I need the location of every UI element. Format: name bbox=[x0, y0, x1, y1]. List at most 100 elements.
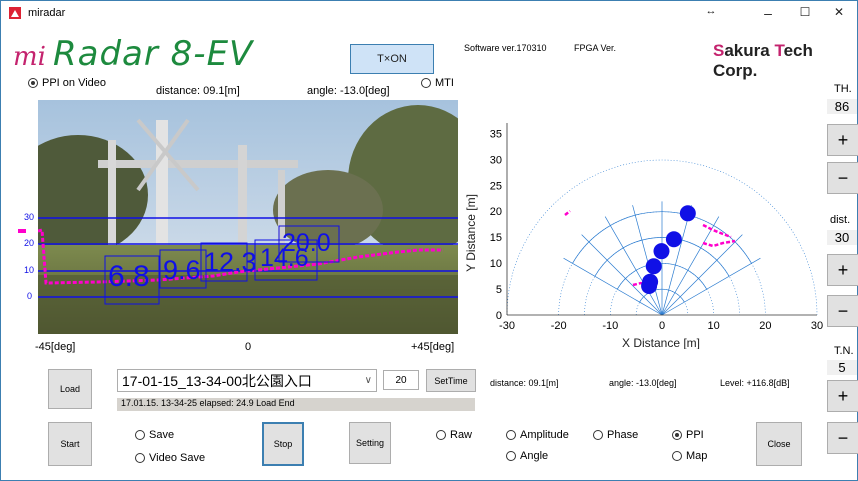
video-angle: angle: -13.0[deg] bbox=[307, 85, 390, 97]
mti-label: MTI bbox=[435, 77, 454, 89]
ppi-ylabel: Y Distance [m] bbox=[465, 194, 478, 272]
ppi-ytick-label: 0 bbox=[496, 310, 502, 322]
ppi-target-point bbox=[679, 205, 696, 222]
readout-distance: distance: 09.1[m] bbox=[490, 378, 559, 388]
radio-unselected-icon bbox=[135, 453, 145, 463]
detection-box bbox=[200, 242, 248, 282]
tn-value: 5 bbox=[827, 360, 857, 375]
dist-plus-button[interactable]: + bbox=[827, 254, 858, 286]
dist-value: 30 bbox=[827, 230, 857, 245]
ppi-xlabel: X Distance [m] bbox=[622, 336, 700, 349]
dist-minus-button[interactable]: − bbox=[827, 295, 858, 327]
ppi-ytick-label: 15 bbox=[490, 232, 502, 244]
close-window-button[interactable]: ✕ bbox=[833, 5, 845, 19]
radio-unselected-icon bbox=[421, 78, 431, 88]
ppi-xtick-label: -20 bbox=[551, 320, 567, 332]
ppi-ytick-label: 5 bbox=[496, 284, 502, 296]
raw-radio[interactable]: Raw bbox=[436, 429, 472, 441]
ppi-target-point bbox=[641, 277, 658, 294]
angle-radio[interactable]: Angle bbox=[506, 450, 548, 462]
ppi-ytick-label: 10 bbox=[490, 258, 502, 270]
ppi-on-video-label: PPI on Video bbox=[42, 77, 107, 89]
video-grid bbox=[38, 217, 458, 298]
th-plus-button[interactable]: + bbox=[827, 124, 858, 156]
stop-button[interactable]: Stop bbox=[262, 422, 304, 466]
detection-label: 14.6 bbox=[260, 244, 309, 272]
ppi-ytick-label: 35 bbox=[490, 128, 502, 140]
ppi-on-video-radio[interactable]: PPI on Video bbox=[28, 77, 106, 89]
phase-label: Phase bbox=[607, 429, 639, 441]
readout-level: Level: +116.8[dB] bbox=[720, 378, 790, 388]
th-minus-button[interactable]: − bbox=[827, 162, 858, 194]
detection-box bbox=[278, 225, 340, 263]
mti-radio[interactable]: MTI bbox=[421, 77, 454, 89]
raw-label: Raw bbox=[450, 429, 473, 441]
chevron-down-icon: ∨ bbox=[364, 375, 372, 386]
detection-label: 20.0 bbox=[282, 229, 331, 257]
ppi-radio[interactable]: PPI bbox=[672, 429, 704, 441]
tn-plus-button[interactable]: + bbox=[827, 380, 858, 412]
radio-unselected-icon bbox=[506, 451, 516, 461]
video-x-center: 0 bbox=[245, 341, 252, 353]
close-button[interactable]: Close bbox=[756, 422, 802, 466]
tn-minus-button[interactable]: − bbox=[827, 422, 858, 454]
video-x-right: +45[deg] bbox=[411, 341, 455, 353]
maximize-button[interactable]: ☐ bbox=[799, 5, 811, 19]
company-name-rest: akura bbox=[724, 41, 775, 60]
file-select[interactable]: 17-01-15_13-34-00北公園入口 ∨ bbox=[117, 369, 377, 392]
title-bar: miradar ↔ – ☐ ✕ bbox=[1, 1, 857, 27]
app-icon bbox=[9, 7, 21, 19]
load-button[interactable]: Load bbox=[48, 369, 92, 409]
ppi-y-ticks: 35 30 25 20 15 10 5 0 bbox=[490, 128, 502, 322]
company-logo: Sakura Tech Corp. bbox=[713, 41, 813, 80]
frames-input[interactable]: 20 bbox=[383, 370, 419, 390]
video-scene bbox=[38, 100, 458, 334]
setting-button[interactable]: Setting bbox=[349, 422, 391, 464]
detection-label: 12.3 bbox=[204, 247, 257, 277]
dist-label: dist. bbox=[830, 214, 851, 226]
angle-label: Angle bbox=[520, 450, 549, 462]
ppi-xtick-label: 20 bbox=[759, 320, 771, 332]
video-panel: 6.8 9.6 12.3 14.6 20.0 bbox=[38, 100, 458, 334]
detection-box bbox=[104, 255, 160, 305]
status-bar: 17.01.15. 13-34-25 elapsed: 24.9 Load En… bbox=[117, 398, 475, 411]
video-trail bbox=[38, 228, 443, 285]
video-ytick: 10 bbox=[24, 265, 35, 275]
ppi-xtick-label: -10 bbox=[602, 320, 618, 332]
radio-unselected-icon bbox=[135, 430, 145, 440]
th-value: 86 bbox=[827, 99, 857, 114]
ppi-label: PPI bbox=[686, 429, 704, 441]
video-save-radio[interactable]: Video Save bbox=[135, 452, 205, 464]
th-label: TH. bbox=[834, 83, 852, 95]
ppi-ytick-label: 20 bbox=[490, 206, 502, 218]
settime-button[interactable]: SetTime bbox=[426, 369, 476, 392]
brand-title: Radar 8-EV bbox=[53, 34, 254, 74]
save-radio[interactable]: Save bbox=[135, 429, 174, 441]
video-ytick: 0 bbox=[27, 291, 33, 301]
restore-icon[interactable]: ↔ bbox=[705, 5, 717, 17]
radio-unselected-icon bbox=[672, 451, 682, 461]
amplitude-radio[interactable]: Amplitude bbox=[506, 429, 569, 441]
ppi-points bbox=[641, 205, 696, 294]
ppi-target-point bbox=[665, 231, 682, 248]
ppi-ytick-label: 30 bbox=[490, 154, 502, 166]
tx-on-button[interactable]: T×ON bbox=[350, 44, 434, 74]
map-radio[interactable]: Map bbox=[672, 450, 707, 462]
file-select-value: 17-01-15_13-34-00北公園入口 bbox=[122, 372, 312, 389]
start-button[interactable]: Start bbox=[48, 422, 92, 466]
ppi-chart: 35 30 25 20 15 10 5 0 -30 -20 -10 0 10 20 30 Y Distan… bbox=[465, 123, 823, 349]
video-x-left: -45[deg] bbox=[35, 341, 76, 353]
detection-box bbox=[159, 249, 207, 289]
detection-box bbox=[254, 239, 318, 281]
ppi-xtick-label: 0 bbox=[659, 320, 665, 332]
window-title: miradar bbox=[28, 7, 66, 19]
phase-radio[interactable]: Phase bbox=[593, 429, 638, 441]
map-label: Map bbox=[686, 450, 708, 462]
radio-selected-icon bbox=[28, 78, 38, 88]
ppi-trail bbox=[702, 239, 736, 248]
amplitude-label: Amplitude bbox=[520, 429, 569, 441]
ppi-grid bbox=[506, 159, 818, 316]
minimize-button[interactable]: – bbox=[764, 5, 772, 21]
ppi-trail bbox=[702, 223, 732, 239]
